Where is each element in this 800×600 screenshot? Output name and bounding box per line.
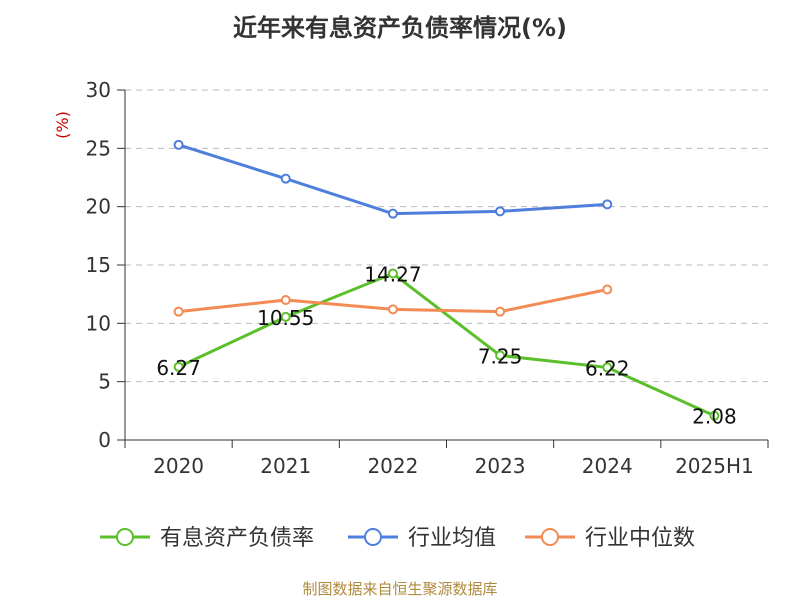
x-tick-label: 2020: [153, 454, 204, 478]
data-point: [387, 208, 398, 219]
y-tick-label: 30: [86, 78, 111, 102]
series-2: [173, 139, 613, 219]
data-point: [173, 361, 184, 372]
legend-label: 行业均值: [408, 526, 496, 551]
data-point: [602, 199, 613, 210]
series-1: [173, 268, 720, 421]
data-point: [602, 362, 613, 373]
data-source-note: 制图数据来自恒生聚源数据库: [302, 580, 498, 598]
data-label: 10.55: [257, 306, 314, 330]
x-tick-label: 2021: [260, 454, 311, 478]
y-tick-label: 25: [86, 136, 111, 160]
chart-title: 近年来有息资产负债率情况(%): [233, 14, 567, 42]
data-point: [495, 350, 506, 361]
grid-lines: [125, 89, 768, 383]
data-point: [387, 268, 398, 279]
axes: 0 5 10 15 20 25 30 2020 2021 2022 2023 2024 2025H1: [86, 78, 769, 478]
series-line: [177, 272, 716, 418]
data-point: [280, 173, 291, 184]
data-point: [387, 304, 398, 315]
data-label: 2.08: [692, 405, 737, 429]
data-point: [173, 139, 184, 150]
data-point: [709, 410, 720, 421]
series-lines: [173, 139, 720, 421]
x-tick-label: 2022: [367, 454, 418, 478]
series-3: [173, 284, 613, 317]
legend-label: 有息资产负债率: [160, 526, 314, 551]
data-label: 7.25: [478, 344, 523, 368]
data-label: 6.27: [156, 356, 201, 380]
y-tick-label: 0: [98, 428, 111, 452]
x-tick-label: 2023: [475, 454, 526, 478]
legend: 有息资产负债率 行业均值 行业中位数: [100, 526, 695, 551]
data-point: [173, 306, 184, 317]
data-point: [280, 295, 291, 305]
x-tick-label: 2025H1: [675, 454, 754, 478]
data-point: [602, 284, 613, 295]
data-point: [280, 311, 291, 322]
data-point: [495, 306, 506, 317]
y-tick-label: 5: [98, 370, 111, 394]
legend-marker: [364, 528, 382, 546]
legend-marker: [541, 528, 559, 546]
data-point: [495, 206, 506, 217]
legend-item: 行业中位数: [525, 526, 695, 551]
legend-label: 行业中位数: [585, 526, 695, 551]
data-label: 14.27: [364, 263, 421, 287]
legend-item: 有息资产负债率: [100, 526, 314, 551]
data-labels: 6.27 10.55 14.27 7.25 6.22 2.08: [156, 263, 736, 429]
series-line: [178, 143, 608, 216]
legend-item: 行业均值: [348, 526, 496, 551]
legend-marker: [116, 528, 134, 546]
y-tick-label: 10: [86, 311, 111, 335]
y-tick-label: 20: [86, 195, 111, 219]
data-label: 6.22: [585, 356, 630, 380]
x-tick-label: 2024: [582, 454, 633, 478]
y-axis-unit-label: (%): [53, 111, 72, 139]
y-tick-label: 15: [86, 253, 111, 277]
